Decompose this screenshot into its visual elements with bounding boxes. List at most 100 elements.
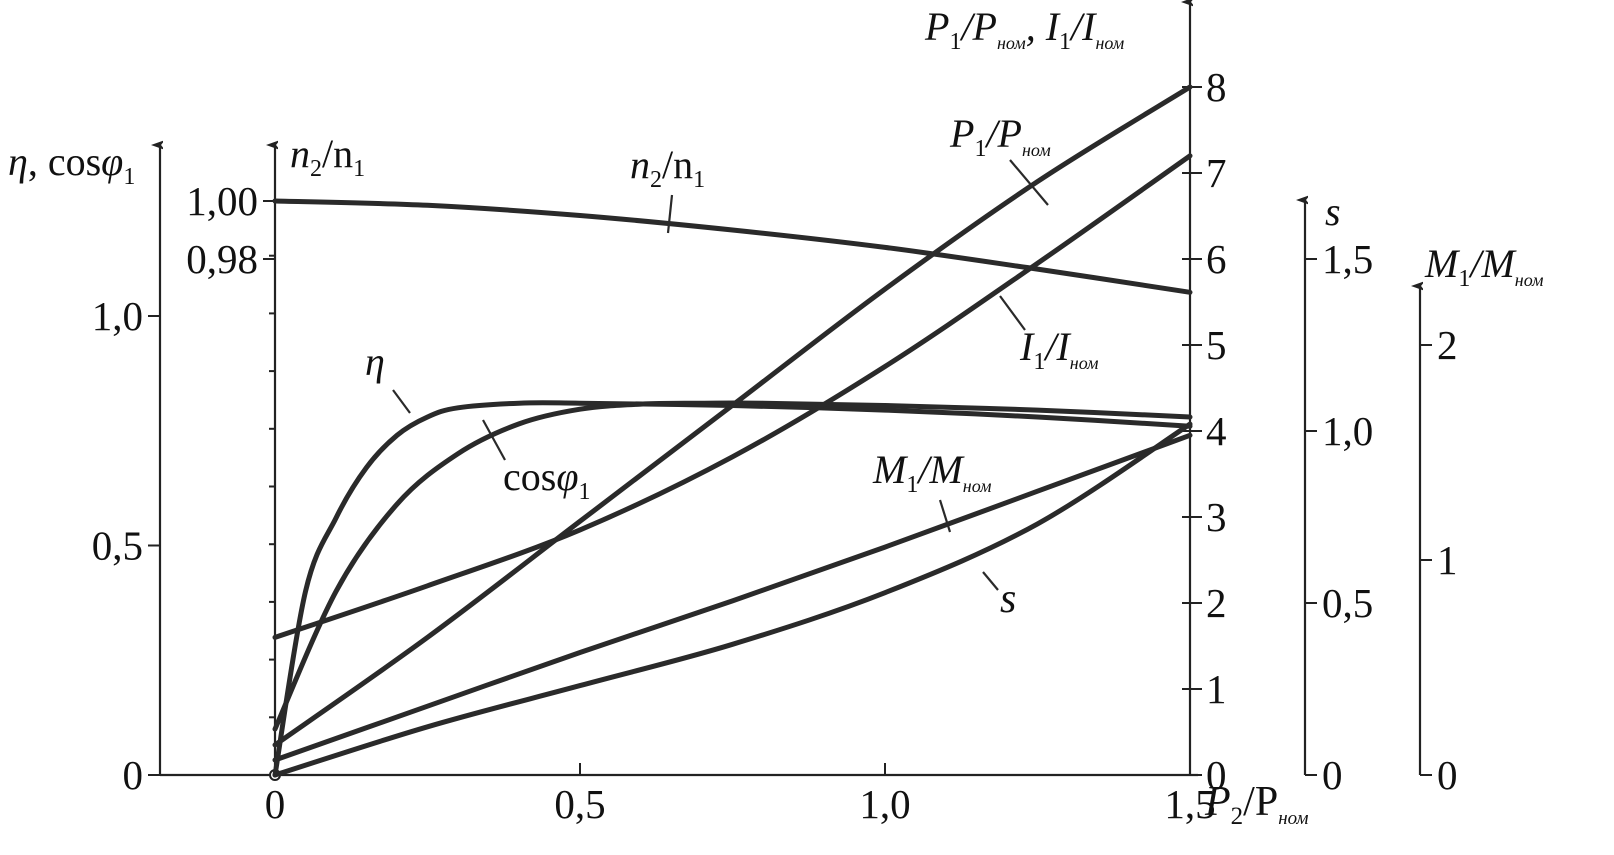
power-current-axis-title-part: /I xyxy=(1069,4,1097,49)
torque-curve-label-part: ном xyxy=(963,476,992,496)
power-factor-curve-label-part: 1 xyxy=(578,479,590,505)
torque-axis-title: M1/Mном xyxy=(1424,241,1544,292)
eta-cos-axis-title-part: 1 xyxy=(123,164,135,190)
speed-ratio-curve-label-part: /n xyxy=(662,142,693,187)
current-curve-label: I1/Iном xyxy=(1019,324,1099,375)
input-power-curve-label: P1/Pном xyxy=(949,111,1051,162)
eta-cos-axis-title-part: , cos xyxy=(28,139,101,184)
torque-axis-tick-label: 2 xyxy=(1437,322,1458,368)
efficiency-curve xyxy=(272,400,1193,778)
torque-axis-title-part: /M xyxy=(1468,241,1517,286)
torque-curve-label: M1/Mном xyxy=(872,447,992,498)
power-current-axis-title: P1/Pном, I1/Iном xyxy=(924,4,1125,55)
power-current-axis-tick-label: 8 xyxy=(1206,64,1227,110)
speed-ratio-curve-label-part: 2 xyxy=(650,167,662,193)
x-axis-title: P2/Pном xyxy=(1204,779,1309,830)
speed-axis-title-part: /n xyxy=(322,131,353,176)
torque-curve-label-part: M xyxy=(872,447,909,492)
speed-axis-title: n2/n1 xyxy=(290,131,365,182)
speed-ratio-curve-label-part: 1 xyxy=(693,167,705,193)
power-current-axis-title-part: 1 xyxy=(949,29,961,55)
power-current-axis-tick-label: 1 xyxy=(1206,666,1227,712)
input-power-curve xyxy=(272,84,1193,748)
power-current-axis-title-part: P xyxy=(924,4,949,49)
power-factor-curve-label-part: φ xyxy=(556,454,578,499)
power-current-axis-title-part: , I xyxy=(1026,4,1061,49)
torque-curve-label-part: /M xyxy=(916,447,965,492)
x-axis-title-part: /P xyxy=(1243,779,1278,825)
eta-cos-axis-title-part: η xyxy=(8,139,28,184)
torque-axis-title-part: 1 xyxy=(1458,266,1470,292)
speed-ratio-curve-label: n2/n1 xyxy=(630,142,705,193)
power-current-axis-tick-label: 3 xyxy=(1206,494,1227,540)
current-curve-label-part: ном xyxy=(1070,353,1099,373)
slip-curve-label-part: s xyxy=(1000,576,1016,622)
power-current-axis-tick-label: 2 xyxy=(1206,580,1227,626)
efficiency-leader xyxy=(392,389,411,414)
power-current-axis-title-part: /P xyxy=(959,4,997,49)
torque-leader xyxy=(938,499,952,533)
input-power-curve-label-part: ном xyxy=(1022,140,1051,160)
power-current-axis-title-part: ном xyxy=(1095,33,1124,53)
speed-ratio-curve xyxy=(272,198,1193,295)
slip-axis-tick-label: 1,5 xyxy=(1322,236,1373,282)
x-axis-tick-label: 0 xyxy=(265,781,286,827)
torque-axis-tick-label: 1 xyxy=(1437,537,1458,583)
torque-axis-tick-label: 0 xyxy=(1437,752,1458,798)
slip-axis-tick-label: 0,5 xyxy=(1322,580,1373,626)
power-current-axis-tick-label: 6 xyxy=(1206,236,1227,282)
slip-leader xyxy=(982,571,999,591)
input-power-curve-label-part: 1 xyxy=(974,136,986,162)
x-axis-title-part: 2 xyxy=(1231,803,1244,830)
speed-ratio-curve-label-part: n xyxy=(630,142,650,187)
eta-axis-tick-label: 1,0 xyxy=(92,293,143,339)
power-factor-curve-label: cosφ1 xyxy=(503,454,590,505)
slip-axis-tick-label: 0 xyxy=(1322,752,1343,798)
eta-axis-tick-label: 0 xyxy=(123,752,144,798)
power-current-axis-title-part: ном xyxy=(997,33,1026,53)
torque-curve xyxy=(272,432,1193,763)
x-axis-title-part: ном xyxy=(1278,808,1308,829)
power-factor-curve xyxy=(272,400,1193,732)
eta-cos-axis-title: η, cosφ1 xyxy=(8,139,135,190)
power-factor-curve-label-part: cos xyxy=(503,454,556,499)
speed-axis-title-part: 1 xyxy=(353,156,365,182)
efficiency-curve-label-part: η xyxy=(365,339,385,384)
power-current-axis-tick-label: 0 xyxy=(1206,752,1227,798)
speed-ratio-leader xyxy=(666,194,674,234)
torque-axis-title-part: ном xyxy=(1515,270,1544,290)
current-curve-label-part: 1 xyxy=(1033,349,1045,375)
current-curve-label-part: I xyxy=(1019,324,1035,369)
speed-axis-tick-label: 1,00 xyxy=(186,178,258,224)
x-axis-title-part: P xyxy=(1204,779,1231,825)
axes-layer xyxy=(148,2,1432,781)
power-current-axis-tick-label: 7 xyxy=(1206,150,1227,196)
power-current-axis-title-part: 1 xyxy=(1059,29,1071,55)
input-power-curve-label-part: /P xyxy=(984,111,1022,156)
current-curve-label-part: /I xyxy=(1043,324,1071,369)
power-current-axis-tick-label: 4 xyxy=(1206,408,1227,454)
speed-axis-tick-label: 0,98 xyxy=(186,236,258,282)
input-power-curve-label-part: P xyxy=(949,111,974,156)
current-leader xyxy=(999,295,1026,331)
x-axis-tick-label: 1,0 xyxy=(859,781,910,827)
speed-axis-title-part: 2 xyxy=(310,156,322,182)
efficiency-curve-label: η xyxy=(365,339,385,384)
slip-axis-tick-label: 1,0 xyxy=(1322,408,1373,454)
input-power-leader xyxy=(1009,159,1049,206)
x-axis-tick-label: 0,5 xyxy=(554,781,605,827)
slip-curve xyxy=(272,421,1193,778)
eta-cos-axis-title-part: φ xyxy=(101,139,123,184)
slip-axis-title: s xyxy=(1325,189,1341,234)
slip-curve-label: s xyxy=(1000,576,1016,622)
torque-axis-title-part: M xyxy=(1424,241,1461,286)
speed-axis-title-part: n xyxy=(290,131,310,176)
power-current-axis-tick-label: 5 xyxy=(1206,322,1227,368)
power-factor-leader xyxy=(482,419,506,461)
torque-curve-label-part: 1 xyxy=(906,472,918,498)
eta-axis-tick-label: 0,5 xyxy=(92,523,143,569)
current-curve xyxy=(272,153,1193,640)
x-axis-tick-label: 1,5 xyxy=(1164,781,1215,827)
